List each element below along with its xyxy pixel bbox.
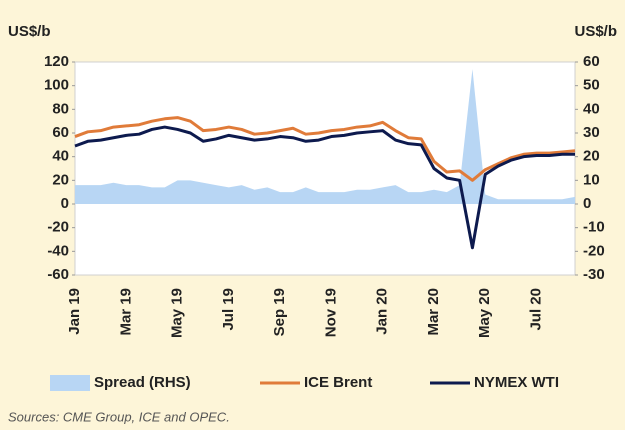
y-tick-label: 20 [52,171,69,188]
plot-area [74,61,576,276]
y2-tick-label: 60 [583,53,600,70]
y2-tick-label: 30 [583,124,600,141]
y2-tick-label: 0 [583,195,591,212]
legend-label: ICE Brent [304,374,372,391]
y2-axis-label: US$/b [574,23,617,40]
x-tick-label: May 20 [476,288,493,338]
y-tick-label: 120 [44,53,69,70]
y2-tick-label: -20 [583,242,605,259]
x-tick-label: Jul 20 [528,288,545,331]
y-tick-label: 60 [52,124,69,141]
y-tick-label: -60 [47,266,69,283]
area [75,69,575,204]
legend-label: NYMEX WTI [474,374,559,391]
y2-tick-label: -30 [583,266,605,283]
x-tick-label: Nov 19 [322,288,339,337]
y2-tick-label: 50 [583,77,600,94]
x-tick-label: May 19 [169,288,186,338]
line [74,116,576,182]
x-tick-label: Mar 19 [117,288,134,336]
source-note: Sources: CME Group, ICE and OPEC. [8,409,230,424]
y-tick-label: -40 [47,242,69,259]
y2-tick-label: -10 [583,219,605,236]
x-tick-label: Jan 19 [66,288,83,335]
y-tick-label: 100 [44,77,69,94]
y2-tick-label: 40 [583,100,600,117]
y2-tick-label: 10 [583,171,600,188]
y-tick-label: 40 [52,148,69,165]
x-tick-label: Sep 19 [271,288,288,336]
y-tick-label: 80 [52,100,69,117]
y-tick-label: -20 [47,219,69,236]
y-tick-label: 0 [61,195,69,212]
y-axis-label: US$/b [8,23,51,40]
x-tick-label: Jul 19 [220,288,237,331]
line [74,125,575,250]
legend-label: Spread (RHS) [94,374,191,391]
y2-tick-label: 20 [583,148,600,165]
x-tick-label: Jan 20 [374,288,391,335]
x-tick-label: Mar 20 [425,288,442,336]
legend-swatch [50,375,90,391]
